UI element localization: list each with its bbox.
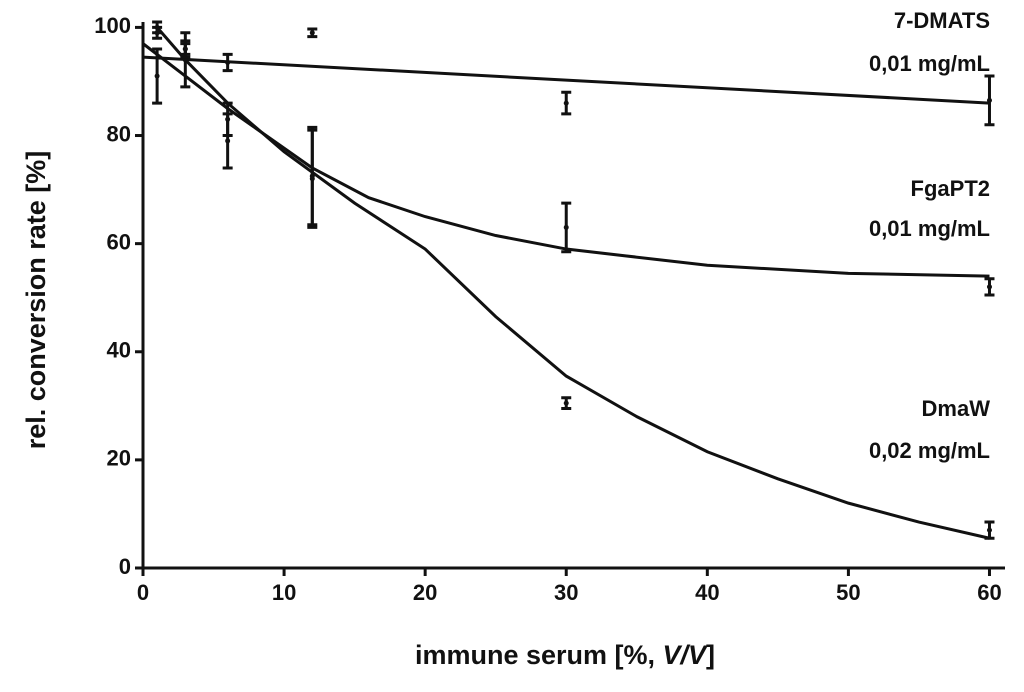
series-label: FgaPT2 [911,176,990,201]
point [225,138,231,144]
point [182,46,188,52]
x-title-part: immune serum [%, [415,640,663,670]
point [563,100,569,106]
series-label: 7-DMATS [894,8,990,33]
x-title-part: ] [706,640,715,670]
y-tick-label: 60 [107,229,131,254]
series-note: 0,01 mg/mL [869,51,990,76]
x-tick-label: 30 [554,580,578,605]
fit-line [142,42,990,278]
series-note: 0,02 mg/mL [869,438,990,463]
series-note: 0,01 mg/mL [869,216,990,241]
point [309,176,315,182]
x-axis-title: immune serum [%, V/V] [415,640,715,670]
x-tick-label: 20 [413,580,437,605]
fit-line [142,55,990,105]
point [225,60,231,66]
point [986,97,992,103]
y-tick-label: 40 [107,338,131,363]
point [309,30,315,36]
point [563,400,569,406]
point [154,24,160,30]
x-tick-label: 60 [977,580,1001,605]
point [986,284,992,290]
x-tick-label: 0 [137,580,149,605]
point [986,527,992,533]
series-label: DmaW [922,396,991,421]
y-tick-label: 0 [119,554,131,579]
point [225,116,231,122]
point [563,224,569,230]
y-tick-label: 100 [94,13,131,38]
y-axis-title: rel. conversion rate [%] [21,151,51,450]
fit-line [155,26,990,540]
point [154,73,160,79]
y-tick-label: 80 [107,121,131,146]
x-tick-label: 50 [836,580,860,605]
x-title-part: V/V [663,640,709,670]
y-tick-label: 20 [107,446,131,471]
x-tick-label: 40 [695,580,719,605]
x-tick-label: 10 [272,580,296,605]
